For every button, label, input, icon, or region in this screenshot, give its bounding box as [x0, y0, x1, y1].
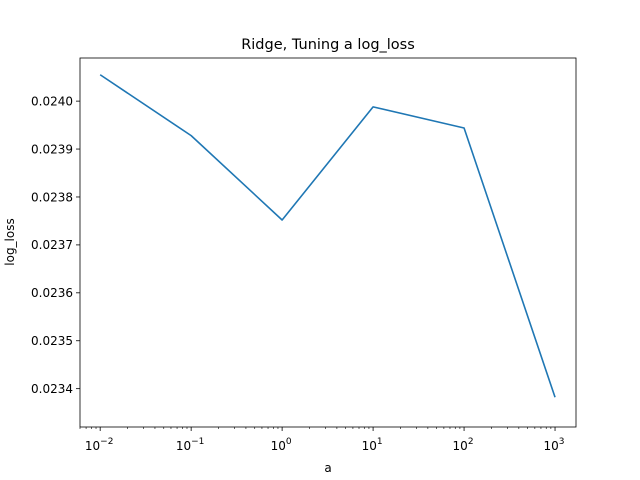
- x-tick-exponent: −1: [191, 437, 204, 447]
- y-tick-label: 0.0236: [31, 286, 73, 300]
- x-tick-exponent: 3: [559, 437, 565, 447]
- x-tick-label: 103: [544, 437, 565, 453]
- x-axis-ticks: 10−2 10−1 100 101 102 103: [79, 427, 565, 453]
- y-axis-label: log_loss: [3, 218, 17, 265]
- x-tick-label: 10−2: [85, 437, 114, 453]
- y-axis-ticks: 0.0234 0.0235 0.0236 0.0237 0.0238 0.0239 0.02…: [31, 94, 80, 396]
- x-tick-base: 10: [85, 439, 100, 453]
- y-tick-label: 0.0234: [31, 382, 73, 396]
- x-tick-exponent: 2: [468, 437, 474, 447]
- chart-title: Ridge, Tuning a log_loss: [241, 37, 415, 53]
- x-tick-label: 10−1: [176, 437, 205, 453]
- x-tick-base: 10: [453, 439, 468, 453]
- y-tick-label: 0.0235: [31, 334, 73, 348]
- x-tick-label: 101: [362, 437, 383, 453]
- x-tick-base: 10: [271, 439, 286, 453]
- x-tick-base: 10: [176, 439, 191, 453]
- x-tick-exponent: 1: [377, 437, 383, 447]
- y-tick-label: 0.0239: [31, 142, 73, 156]
- y-tick-label: 0.0240: [31, 94, 73, 108]
- x-tick-base: 10: [362, 439, 377, 453]
- x-tick-label: 102: [453, 437, 474, 453]
- x-tick-exponent: −2: [100, 437, 113, 447]
- plot-frame: [79, 57, 577, 428]
- series-line: [99, 74, 556, 398]
- y-tick-label: 0.0237: [31, 238, 73, 252]
- x-tick-label: 100: [271, 437, 292, 453]
- y-tick-label: 0.0238: [31, 190, 73, 204]
- x-tick-base: 10: [544, 439, 559, 453]
- x-axis-label: a: [324, 461, 331, 475]
- x-tick-exponent: 0: [286, 437, 292, 447]
